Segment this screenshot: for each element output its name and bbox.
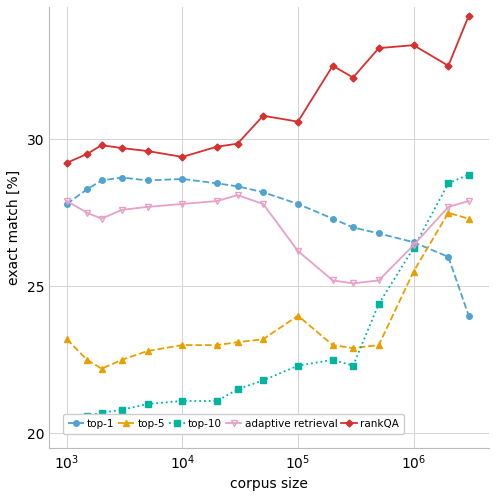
rankQA: [350, 75, 356, 81]
rankQA: [260, 113, 266, 119]
rankQA: [466, 13, 472, 19]
Line: adaptive retrieval: adaptive retrieval: [63, 192, 472, 287]
rankQA: [411, 42, 417, 48]
top-10: [466, 172, 472, 178]
Y-axis label: exact match [%]: exact match [%]: [7, 170, 21, 285]
top-1: [295, 201, 301, 207]
rankQA: [214, 143, 220, 149]
top-5: [99, 366, 105, 372]
top-10: [214, 398, 220, 404]
top-10: [445, 180, 451, 186]
top-1: [64, 201, 70, 207]
adaptive retrieval: [145, 204, 151, 210]
top-1: [466, 313, 472, 319]
adaptive retrieval: [445, 204, 451, 210]
top-5: [214, 342, 220, 348]
adaptive retrieval: [214, 198, 220, 204]
top-1: [445, 254, 451, 260]
top-5: [466, 216, 472, 222]
adaptive retrieval: [260, 201, 266, 207]
top-5: [119, 357, 125, 363]
X-axis label: corpus size: corpus size: [230, 477, 308, 491]
adaptive retrieval: [99, 216, 105, 222]
top-10: [330, 357, 336, 363]
Legend: top-1, top-5, top-10, adaptive retrieval, rankQA: top-1, top-5, top-10, adaptive retrieval…: [63, 414, 404, 434]
adaptive retrieval: [84, 210, 90, 216]
rankQA: [119, 145, 125, 151]
top-10: [84, 413, 90, 419]
adaptive retrieval: [376, 277, 382, 283]
Line: top-10: top-10: [64, 172, 472, 421]
top-10: [235, 386, 241, 392]
top-1: [180, 176, 186, 182]
top-1: [350, 225, 356, 231]
top-5: [145, 348, 151, 354]
top-1: [411, 239, 417, 245]
top-10: [180, 398, 186, 404]
adaptive retrieval: [330, 277, 336, 283]
top-1: [260, 189, 266, 195]
adaptive retrieval: [180, 201, 186, 207]
Line: top-5: top-5: [63, 209, 472, 372]
top-10: [295, 363, 301, 369]
top-5: [445, 210, 451, 216]
Line: top-1: top-1: [64, 175, 472, 319]
adaptive retrieval: [350, 280, 356, 286]
rankQA: [145, 148, 151, 154]
adaptive retrieval: [295, 248, 301, 254]
adaptive retrieval: [119, 207, 125, 213]
top-1: [84, 186, 90, 192]
top-5: [84, 357, 90, 363]
top-5: [235, 339, 241, 345]
rankQA: [99, 142, 105, 148]
top-10: [260, 377, 266, 383]
top-5: [350, 345, 356, 351]
top-5: [330, 342, 336, 348]
top-10: [64, 416, 70, 422]
adaptive retrieval: [64, 198, 70, 204]
top-1: [376, 231, 382, 237]
top-1: [99, 177, 105, 183]
top-1: [145, 177, 151, 183]
adaptive retrieval: [411, 242, 417, 248]
rankQA: [84, 151, 90, 157]
top-10: [411, 245, 417, 251]
top-5: [64, 336, 70, 342]
rankQA: [376, 45, 382, 51]
top-5: [260, 336, 266, 342]
top-10: [99, 410, 105, 416]
top-5: [376, 342, 382, 348]
rankQA: [64, 160, 70, 166]
rankQA: [235, 141, 241, 147]
top-10: [376, 301, 382, 307]
rankQA: [445, 63, 451, 69]
top-5: [295, 313, 301, 319]
top-1: [214, 180, 220, 186]
top-5: [411, 268, 417, 274]
top-1: [235, 183, 241, 189]
top-10: [119, 407, 125, 413]
rankQA: [295, 119, 301, 124]
top-1: [330, 216, 336, 222]
adaptive retrieval: [235, 192, 241, 198]
adaptive retrieval: [466, 198, 472, 204]
Line: rankQA: rankQA: [64, 13, 471, 165]
rankQA: [180, 154, 186, 160]
top-10: [350, 363, 356, 369]
top-1: [119, 174, 125, 180]
top-10: [145, 401, 151, 407]
rankQA: [330, 63, 336, 69]
top-5: [180, 342, 186, 348]
